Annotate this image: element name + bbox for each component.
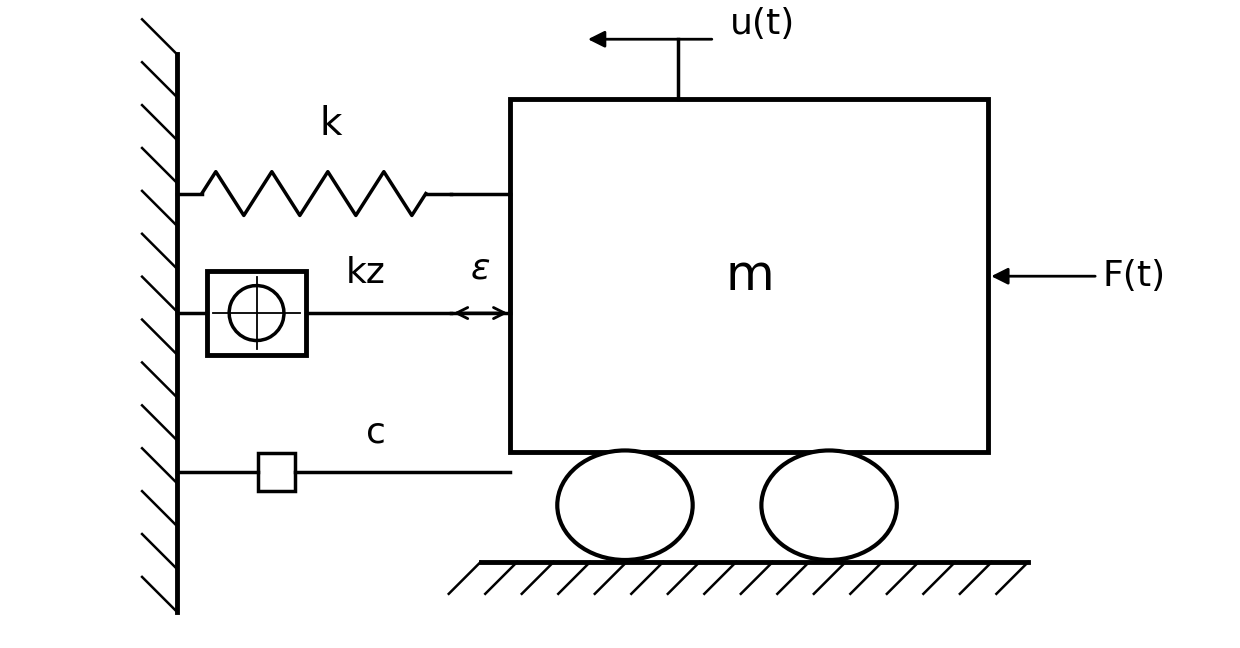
Bar — [258, 454, 295, 491]
Text: k: k — [320, 105, 342, 143]
Text: m: m — [725, 252, 774, 300]
Ellipse shape — [557, 450, 693, 560]
Bar — [511, 99, 988, 452]
Ellipse shape — [229, 286, 284, 341]
Text: u(t): u(t) — [729, 7, 795, 41]
Ellipse shape — [761, 450, 897, 560]
Bar — [207, 271, 306, 355]
Text: kz: kz — [346, 256, 386, 290]
Text: c: c — [366, 415, 386, 450]
Text: F(t): F(t) — [1102, 259, 1166, 293]
Text: ε: ε — [471, 251, 490, 285]
